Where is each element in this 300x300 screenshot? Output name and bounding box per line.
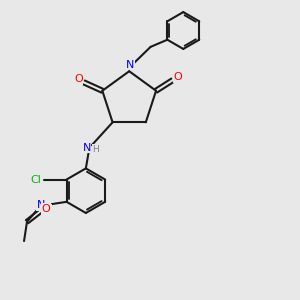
Text: Cl: Cl xyxy=(31,175,41,184)
Text: N: N xyxy=(126,60,134,70)
Text: N: N xyxy=(82,142,91,153)
Text: H: H xyxy=(92,145,99,154)
Text: O: O xyxy=(41,204,50,214)
Text: H: H xyxy=(44,205,51,214)
Text: O: O xyxy=(173,72,182,82)
Text: O: O xyxy=(74,74,83,85)
Text: N: N xyxy=(37,200,45,210)
